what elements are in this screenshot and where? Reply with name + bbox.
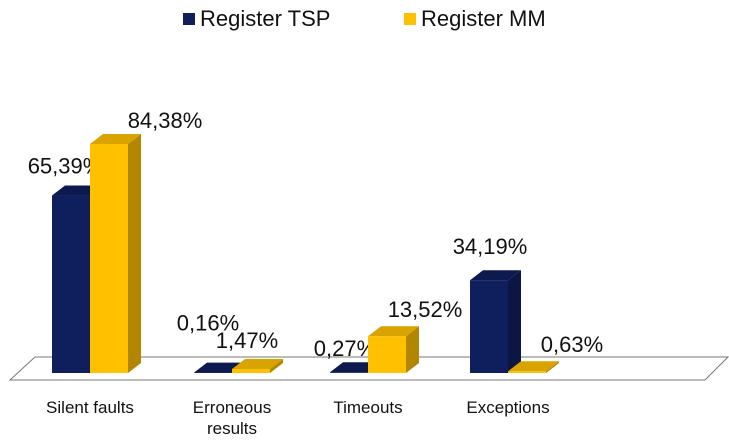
data-label: 34,19%: [453, 234, 528, 259]
bar-face: [368, 326, 419, 337]
data-label: 1,47%: [216, 328, 278, 353]
bar-face: [90, 134, 141, 144]
data-label: 84,38%: [128, 108, 203, 133]
bar-face: [232, 359, 283, 370]
data-label: 0,16%: [177, 310, 239, 335]
bar-face: [368, 336, 406, 373]
data-label: 65,39%: [28, 153, 103, 178]
data-label: 0,27%: [314, 336, 376, 361]
x-tick-label: Erroneous results: [192, 398, 272, 438]
legend-label: Register TSP: [200, 6, 330, 31]
x-tick-label: Exceptions: [466, 398, 550, 417]
bar: [508, 361, 559, 373]
bar-face: [52, 195, 90, 373]
bar-face: [128, 134, 141, 373]
bar: [90, 134, 141, 373]
legend-swatch: [404, 13, 416, 25]
bar-face: [232, 369, 270, 373]
bar-face: [508, 361, 559, 372]
bar-face: [470, 280, 508, 373]
bar-face: [330, 372, 368, 373]
bar-face: [508, 270, 521, 373]
data-label: 0,63%: [541, 332, 603, 357]
bar: [368, 326, 419, 373]
x-tick-label: Timeouts: [333, 398, 403, 417]
bar-face: [406, 326, 419, 373]
bar-face: [508, 371, 546, 373]
legend-swatch: [183, 13, 195, 25]
bar: [232, 359, 283, 373]
bar-face: [270, 359, 283, 373]
x-tick-label: Silent faults: [46, 398, 134, 417]
legend-label: Register MM: [421, 6, 546, 31]
bar-face: [90, 144, 128, 373]
data-label: 13,52%: [388, 297, 463, 322]
bar-face: [546, 361, 559, 373]
bar-face: [470, 270, 521, 281]
bar: [470, 270, 521, 373]
